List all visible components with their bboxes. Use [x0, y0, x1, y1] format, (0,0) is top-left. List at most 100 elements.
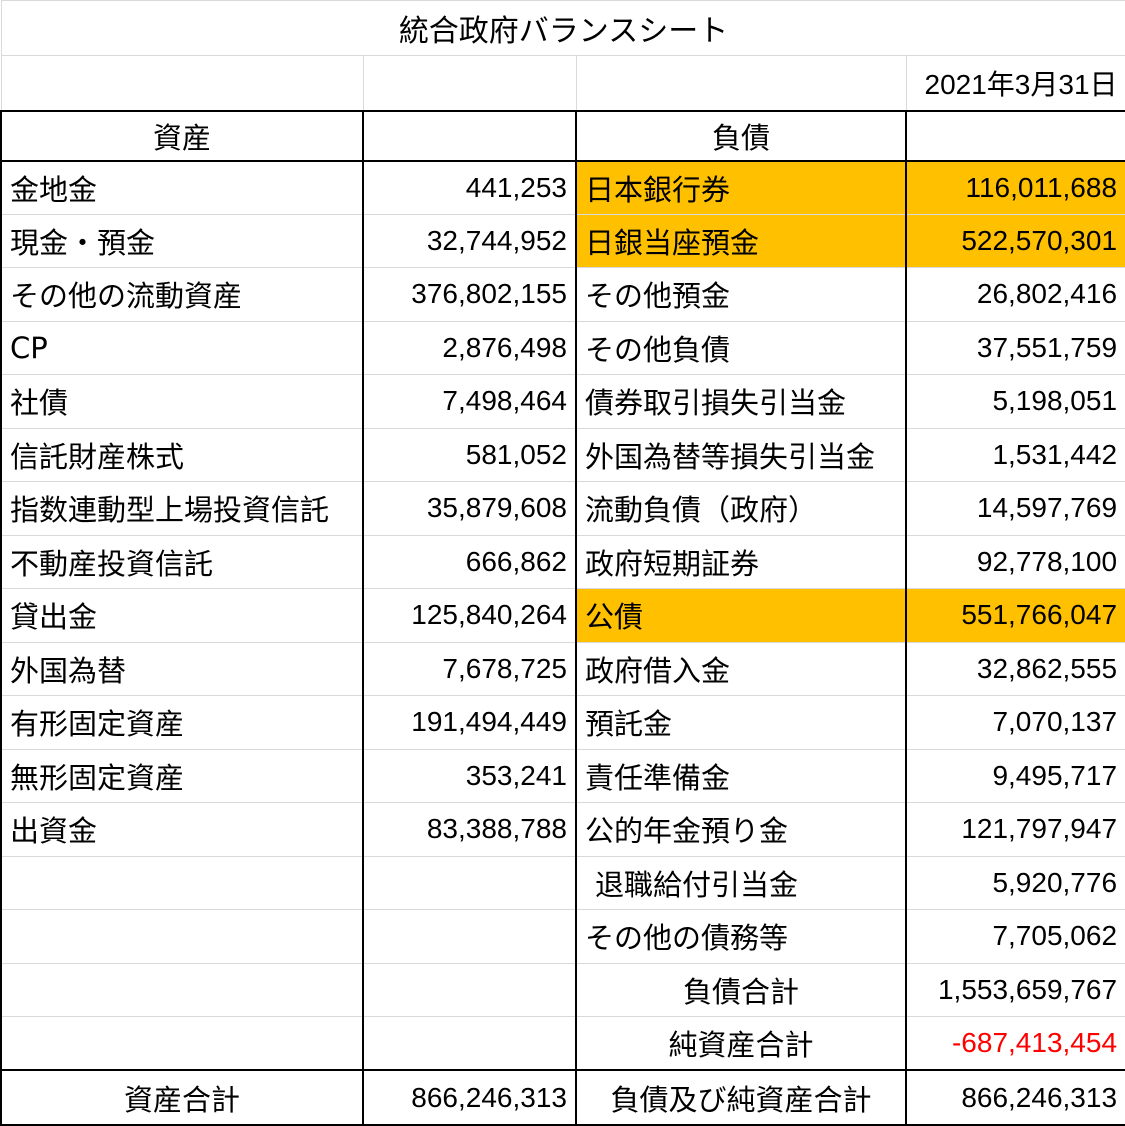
- row: その他の債務等 7,705,062: [0, 909, 1125, 964]
- liability-value: 7,705,062: [904, 909, 1125, 964]
- liability-name: 公債: [575, 588, 907, 643]
- asset-name: 外国為替: [0, 641, 364, 696]
- asset-value: 581,052: [362, 427, 577, 482]
- liability-value: 1,553,659,767: [904, 962, 1125, 1017]
- liability-value: 551,766,047: [904, 588, 1125, 643]
- asset-value: 666,862: [362, 534, 577, 589]
- cell: [575, 55, 907, 111]
- liability-value: 7,070,137: [904, 695, 1125, 750]
- assets-total-value: 866,246,313: [362, 1069, 577, 1126]
- asset-value: 376,802,155: [362, 267, 577, 322]
- row: 負債合計 1,553,659,767: [0, 962, 1125, 1017]
- liability-value: 121,797,947: [904, 802, 1125, 857]
- asset-name: 不動産投資信託: [0, 534, 364, 589]
- asset-name: 指数連動型上場投資信託: [0, 481, 364, 536]
- liabilities-header: 負債: [575, 109, 907, 162]
- liability-name: 政府借入金: [575, 641, 907, 696]
- liability-name: その他の債務等: [575, 909, 907, 964]
- cell: [0, 962, 364, 1017]
- asset-name: 金地金: [0, 160, 364, 215]
- asset-value: 7,498,464: [362, 374, 577, 429]
- liability-name: 日銀当座預金: [575, 213, 907, 268]
- title-row: 統合政府バランスシート: [0, 0, 1125, 56]
- liability-name: 債券取引損失引当金: [575, 374, 907, 429]
- row: 信託財産株式 581,052 外国為替等損失引当金 1,531,442: [0, 427, 1125, 482]
- asset-value: 83,388,788: [362, 802, 577, 857]
- asset-name: 出資金: [0, 802, 364, 857]
- liability-value: 32,862,555: [904, 641, 1125, 696]
- row: 貸出金 125,840,264 公債 551,766,047: [0, 588, 1125, 643]
- row: 現金・預金 32,744,952 日銀当座預金 522,570,301: [0, 213, 1125, 268]
- liability-value: 9,495,717: [904, 748, 1125, 803]
- cell: [362, 1016, 577, 1071]
- liability-name: 日本銀行券: [575, 160, 907, 215]
- row: CP 2,876,498 その他負債 37,551,759: [0, 320, 1125, 375]
- liability-value: 1,531,442: [904, 427, 1125, 482]
- row: 無形固定資産 353,241 責任準備金 9,495,717: [0, 748, 1125, 803]
- row: 有形固定資産 191,494,449 預託金 7,070,137: [0, 695, 1125, 750]
- asset-name: 社債: [0, 374, 364, 429]
- row: 退職給付引当金 5,920,776: [0, 855, 1125, 910]
- asset-value: 32,744,952: [362, 213, 577, 268]
- cell: [362, 909, 577, 964]
- liability-name: 純資産合計: [575, 1016, 907, 1071]
- asset-value: 353,241: [362, 748, 577, 803]
- asset-value: 35,879,608: [362, 481, 577, 536]
- liability-name: その他預金: [575, 267, 907, 322]
- asset-value: 441,253: [362, 160, 577, 215]
- cell: [0, 55, 364, 111]
- liability-name: 流動負債（政府）: [575, 481, 907, 536]
- assets-header: 資産: [0, 109, 364, 162]
- cell: [0, 855, 364, 910]
- liability-value: 14,597,769: [904, 481, 1125, 536]
- liability-name: 外国為替等損失引当金: [575, 427, 907, 482]
- cell: [362, 962, 577, 1017]
- row: 出資金 83,388,788 公的年金預り金 121,797,947: [0, 802, 1125, 857]
- asset-name: その他の流動資産: [0, 267, 364, 322]
- cell: [0, 909, 364, 964]
- date-row: 2021年3月31日: [0, 55, 1125, 111]
- assets-total-label: 資産合計: [0, 1069, 364, 1126]
- cell: [362, 855, 577, 910]
- asset-value: 125,840,264: [362, 588, 577, 643]
- asset-name: 貸出金: [0, 588, 364, 643]
- row: 外国為替 7,678,725 政府借入金 32,862,555: [0, 641, 1125, 696]
- asset-value: 7,678,725: [362, 641, 577, 696]
- row: 純資産合計 -687,413,454: [0, 1016, 1125, 1071]
- asset-name: 有形固定資産: [0, 695, 364, 750]
- total-row: 資産合計 866,246,313 負債及び純資産合計 866,246,313: [0, 1069, 1125, 1126]
- liability-value: 92,778,100: [904, 534, 1125, 589]
- asset-name: 無形固定資産: [0, 748, 364, 803]
- liability-name: 退職給付引当金: [575, 855, 907, 910]
- asset-name: 現金・預金: [0, 213, 364, 268]
- liability-name: 責任準備金: [575, 748, 907, 803]
- row: 指数連動型上場投資信託 35,879,608 流動負債（政府） 14,597,769: [0, 481, 1125, 536]
- liability-name: 負債合計: [575, 962, 907, 1017]
- liabilities-total-label: 負債及び純資産合計: [575, 1069, 907, 1126]
- cell: [362, 55, 577, 111]
- liabilities-total-value: 866,246,313: [904, 1069, 1125, 1126]
- liability-name: その他負債: [575, 320, 907, 375]
- asset-value: 2,876,498: [362, 320, 577, 375]
- liability-value: 37,551,759: [904, 320, 1125, 375]
- cell: [362, 109, 577, 162]
- asset-value: 191,494,449: [362, 695, 577, 750]
- asset-name: CP: [0, 320, 364, 375]
- cell: [904, 109, 1125, 162]
- title: 統合政府バランスシート: [0, 0, 1125, 56]
- cell: [0, 1016, 364, 1071]
- liability-value: 5,920,776: [904, 855, 1125, 910]
- liability-value: -687,413,454: [904, 1016, 1125, 1071]
- row: その他の流動資産 376,802,155 その他預金 26,802,416: [0, 267, 1125, 322]
- liability-value: 26,802,416: [904, 267, 1125, 322]
- liability-name: 公的年金預り金: [575, 802, 907, 857]
- row: 社債 7,498,464 債券取引損失引当金 5,198,051: [0, 374, 1125, 429]
- liability-name: 預託金: [575, 695, 907, 750]
- row: 金地金 441,253 日本銀行券 116,011,688: [0, 160, 1125, 215]
- liability-name: 政府短期証券: [575, 534, 907, 589]
- asset-name: 信託財産株式: [0, 427, 364, 482]
- date: 2021年3月31日: [905, 55, 1125, 111]
- row: 不動産投資信託 666,862 政府短期証券 92,778,100: [0, 534, 1125, 589]
